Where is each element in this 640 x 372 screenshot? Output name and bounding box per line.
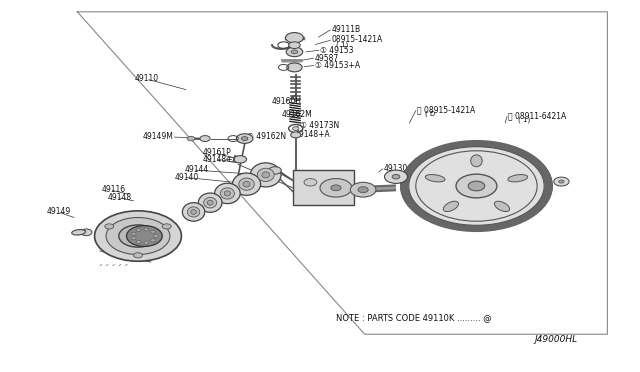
Ellipse shape <box>426 174 445 182</box>
Circle shape <box>358 187 368 193</box>
Text: Ⓝ 08911-6421A: Ⓝ 08911-6421A <box>508 111 566 120</box>
Circle shape <box>106 218 170 254</box>
Ellipse shape <box>182 203 205 221</box>
Circle shape <box>95 211 181 261</box>
Text: 49161P: 49161P <box>202 148 231 157</box>
Circle shape <box>331 185 341 191</box>
Ellipse shape <box>207 200 213 205</box>
Bar <box>293 170 353 205</box>
Circle shape <box>269 167 282 174</box>
Circle shape <box>119 225 157 247</box>
Ellipse shape <box>214 183 240 203</box>
Text: 49587: 49587 <box>315 54 339 62</box>
Text: ① 49153: ① 49153 <box>320 46 353 55</box>
Ellipse shape <box>232 173 260 195</box>
Ellipse shape <box>243 182 250 187</box>
Text: 49148: 49148 <box>108 193 132 202</box>
Ellipse shape <box>72 230 86 235</box>
Circle shape <box>468 181 484 191</box>
Circle shape <box>127 226 163 246</box>
Circle shape <box>559 180 564 183</box>
Circle shape <box>409 147 544 225</box>
Circle shape <box>554 177 569 186</box>
Text: Ⓝ 08915-1421A: Ⓝ 08915-1421A <box>417 105 476 114</box>
Circle shape <box>287 63 302 72</box>
Circle shape <box>304 179 317 186</box>
Circle shape <box>456 174 497 198</box>
Text: 49110: 49110 <box>135 74 159 83</box>
Text: 49111: 49111 <box>476 155 500 164</box>
Circle shape <box>163 224 172 229</box>
Ellipse shape <box>198 193 222 212</box>
Ellipse shape <box>494 201 509 212</box>
Text: 49144: 49144 <box>184 165 209 174</box>
Circle shape <box>392 174 400 179</box>
Text: 49130: 49130 <box>384 164 408 173</box>
Circle shape <box>131 237 136 240</box>
Circle shape <box>285 33 303 43</box>
Circle shape <box>292 127 299 131</box>
Ellipse shape <box>220 188 234 199</box>
Polygon shape <box>77 12 607 334</box>
Circle shape <box>154 235 159 237</box>
Circle shape <box>150 230 156 233</box>
Circle shape <box>320 179 352 197</box>
Circle shape <box>134 253 143 258</box>
Circle shape <box>136 229 141 232</box>
Text: ( 1): ( 1) <box>518 117 530 123</box>
Text: 49148+A: 49148+A <box>202 155 238 164</box>
Circle shape <box>286 47 303 57</box>
Circle shape <box>291 50 298 54</box>
Text: 49116: 49116 <box>102 185 125 194</box>
Text: 49160H: 49160H <box>272 97 302 106</box>
Ellipse shape <box>470 155 482 167</box>
Text: 08915-1421A: 08915-1421A <box>332 35 383 44</box>
Circle shape <box>131 232 146 240</box>
Circle shape <box>350 182 376 197</box>
Circle shape <box>289 42 300 48</box>
Circle shape <box>144 241 149 244</box>
Text: ① 49153+A: ① 49153+A <box>315 61 360 70</box>
Text: ① 49173N: ① 49173N <box>300 122 339 131</box>
Text: 49149: 49149 <box>47 208 71 217</box>
Text: ( 1): ( 1) <box>336 41 348 48</box>
Circle shape <box>385 170 408 183</box>
Ellipse shape <box>444 201 458 212</box>
Circle shape <box>401 142 552 230</box>
Circle shape <box>241 137 248 140</box>
Circle shape <box>136 240 141 243</box>
Ellipse shape <box>239 178 254 190</box>
Ellipse shape <box>191 210 196 214</box>
Ellipse shape <box>262 172 269 178</box>
Circle shape <box>236 134 253 143</box>
Circle shape <box>200 136 210 141</box>
Text: 49148+A: 49148+A <box>294 129 330 139</box>
Text: 49140: 49140 <box>174 173 198 182</box>
Ellipse shape <box>257 168 274 182</box>
Circle shape <box>187 137 195 141</box>
Circle shape <box>291 132 301 138</box>
Text: ① 49162N: ① 49162N <box>246 132 285 141</box>
Text: ( D: ( D <box>426 111 436 117</box>
Ellipse shape <box>508 174 527 182</box>
Text: 49149M: 49149M <box>142 132 173 141</box>
Text: 4914B: 4914B <box>105 228 129 237</box>
Circle shape <box>131 232 136 235</box>
Text: 49111B: 49111B <box>332 25 360 35</box>
Circle shape <box>81 229 92 235</box>
Text: 49162M: 49162M <box>282 110 312 119</box>
Circle shape <box>144 228 149 231</box>
Circle shape <box>150 239 156 242</box>
Text: NOTE : PARTS CODE 49110K ......... @: NOTE : PARTS CODE 49110K ......... @ <box>336 313 492 322</box>
Ellipse shape <box>188 207 200 217</box>
Text: J49000HL: J49000HL <box>535 335 578 344</box>
Circle shape <box>105 224 114 229</box>
Ellipse shape <box>224 191 230 196</box>
Ellipse shape <box>204 198 217 208</box>
Ellipse shape <box>250 163 281 187</box>
Circle shape <box>234 155 246 163</box>
